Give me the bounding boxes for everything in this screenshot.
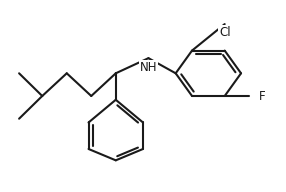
Text: NH: NH	[140, 61, 157, 74]
Text: F: F	[259, 89, 265, 103]
Text: Cl: Cl	[219, 26, 231, 39]
